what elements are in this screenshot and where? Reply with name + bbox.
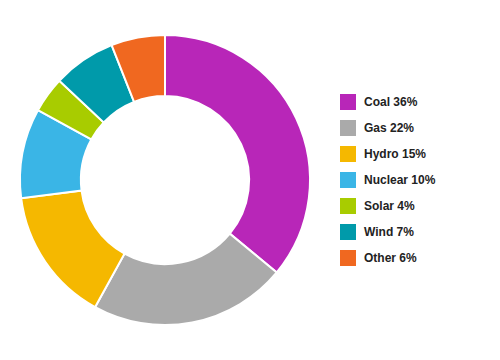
- legend-swatch: [340, 94, 356, 110]
- legend-item: Coal 36%: [340, 94, 418, 110]
- legend-label: Solar 4%: [364, 199, 415, 213]
- legend-item: Nuclear 10%: [340, 172, 436, 188]
- chart-svg: Coal 36% Gas 22% Hydro 15% Nuclear 10% Solar…: [0, 0, 500, 360]
- donut-slice: [21, 191, 124, 308]
- legend-item: Hydro 15%: [340, 146, 426, 162]
- pie-group: [20, 35, 310, 325]
- legend-swatch: [340, 120, 356, 136]
- legend-label: Hydro 15%: [364, 147, 426, 161]
- legend-item: Other 6%: [340, 250, 417, 266]
- legend-swatch: [340, 172, 356, 188]
- legend-item: Wind 7%: [340, 224, 414, 240]
- legend-swatch: [340, 146, 356, 162]
- legend-item: Solar 4%: [340, 198, 415, 214]
- donut-slice: [112, 35, 165, 102]
- donut-slice: [165, 35, 310, 272]
- legend-label: Coal 36%: [364, 95, 418, 109]
- legend-swatch: [340, 198, 356, 214]
- legend-label: Other 6%: [364, 251, 417, 265]
- legend-swatch: [340, 250, 356, 266]
- legend-label: Nuclear 10%: [364, 173, 436, 187]
- legend-swatch: [340, 224, 356, 240]
- legend-label: Wind 7%: [364, 225, 414, 239]
- legend: Coal 36% Gas 22% Hydro 15% Nuclear 10% Solar…: [340, 94, 436, 266]
- legend-item: Gas 22%: [340, 120, 414, 136]
- legend-label: Gas 22%: [364, 121, 414, 135]
- chart-container: Coal 36% Gas 22% Hydro 15% Nuclear 10% Solar…: [0, 0, 500, 360]
- donut-slice: [95, 234, 277, 325]
